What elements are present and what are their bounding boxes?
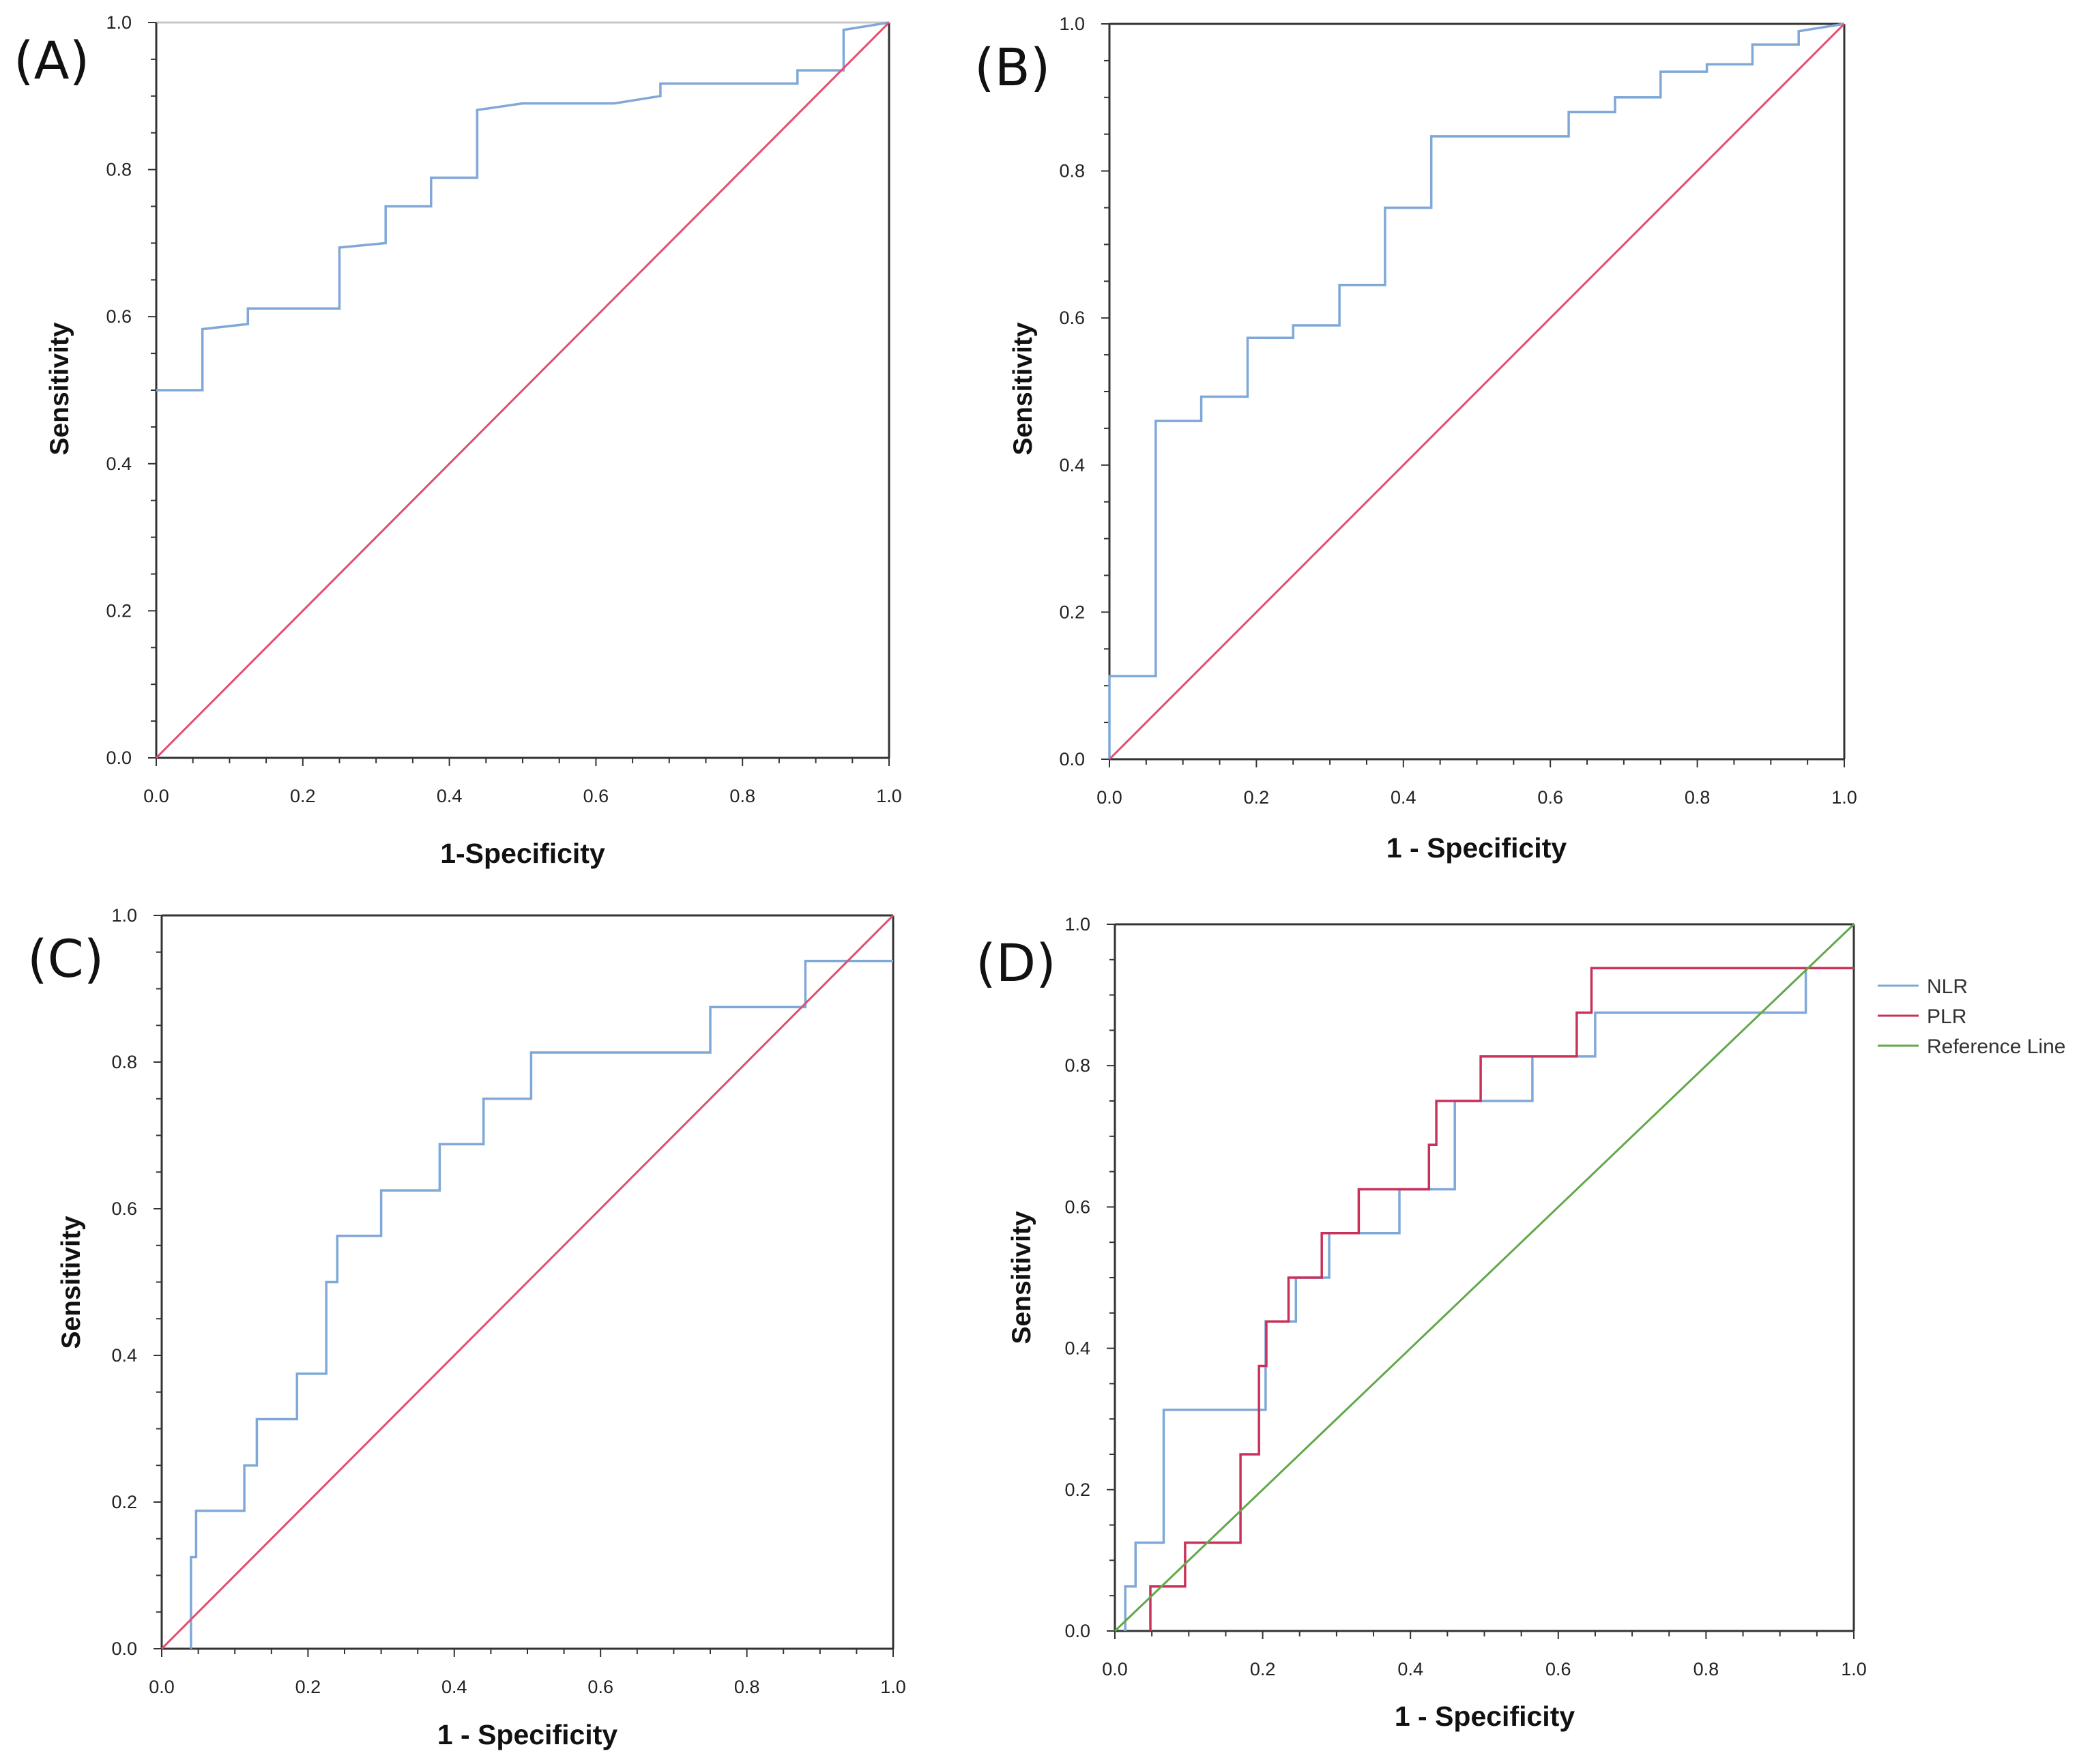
x-tick-label: 0.6 bbox=[1537, 787, 1563, 808]
x-tick-label: 0.8 bbox=[1685, 787, 1711, 808]
series-reference bbox=[160, 914, 895, 1650]
series-reference bbox=[1108, 23, 1846, 761]
x-axis-title: 1 - Specificity bbox=[1395, 1701, 1575, 1732]
y-tick-label: 1.0 bbox=[1059, 14, 1085, 34]
x-tick-label: 0.8 bbox=[729, 786, 755, 806]
x-tick-label: 1.0 bbox=[880, 1677, 906, 1697]
x-tick-label: 0.0 bbox=[1096, 787, 1122, 808]
x-tick-label: 0.0 bbox=[149, 1677, 175, 1697]
legend-label-reference-line: Reference Line bbox=[1927, 1035, 2065, 1058]
x-tick-label: 0.8 bbox=[734, 1677, 760, 1697]
y-tick-label: 0.2 bbox=[106, 600, 132, 621]
x-tick-label: 0.4 bbox=[437, 786, 463, 806]
x-tick-label: 0.6 bbox=[587, 1677, 613, 1697]
chart-panel-3: 0.0 0.2 0.4 0.6 0.8 1.0 0.0 0.2 0.4 0.6 0.8 1.0 1 - … bbox=[27, 905, 906, 1750]
y-tick-label: 0.6 bbox=[1064, 1196, 1090, 1217]
y-axis-title: Sensitivity bbox=[57, 1216, 86, 1349]
x-tick-label: 0.4 bbox=[1391, 787, 1416, 808]
legend-label-nlr: NLR bbox=[1927, 975, 1968, 998]
series-roc bbox=[156, 21, 890, 392]
y-tick-label: 0.6 bbox=[1059, 308, 1085, 328]
x-axis-title: 1 - Specificity bbox=[1386, 832, 1567, 864]
series-nlr bbox=[1124, 967, 1854, 1631]
y-tick-label: 0.8 bbox=[1059, 161, 1085, 181]
x-tick-label: 0.0 bbox=[1102, 1659, 1128, 1679]
y-tick-label: 0.2 bbox=[1064, 1480, 1090, 1500]
x-tick-label: 0.6 bbox=[1545, 1659, 1571, 1679]
y-tick-label: 0.2 bbox=[1059, 602, 1085, 622]
x-tick-label: 0.2 bbox=[295, 1677, 321, 1697]
x-tick-label: 1.0 bbox=[1841, 1659, 1867, 1679]
chart-panel-2: 0.0 0.2 0.4 0.6 0.8 1.0 0.0 0.2 0.4 0.6 0.8 1.0 1 - … bbox=[974, 14, 1857, 864]
x-tick-label: 0.4 bbox=[1397, 1659, 1423, 1679]
x-tick-label: 0.8 bbox=[1693, 1659, 1719, 1679]
panel-label: (D) bbox=[976, 932, 1056, 993]
y-axis-title: Sensitivity bbox=[45, 322, 74, 455]
y-tick-label: 0.0 bbox=[1064, 1621, 1090, 1641]
y-tick-label: 0.0 bbox=[111, 1638, 137, 1659]
x-tick-label: 1.0 bbox=[1831, 787, 1857, 808]
x-axis-title: 1-Specificity bbox=[440, 838, 605, 869]
y-tick-label: 1.0 bbox=[106, 12, 132, 33]
y-tick-label: 0.0 bbox=[1059, 749, 1085, 769]
y-axis-title: Sensitivity bbox=[1008, 322, 1038, 455]
y-tick-label: 0.2 bbox=[111, 1492, 137, 1512]
x-tick-label: 0.2 bbox=[1250, 1659, 1276, 1679]
series-reference bbox=[155, 21, 890, 759]
panel-label: (C) bbox=[27, 928, 104, 989]
series-roc bbox=[1108, 23, 1845, 759]
panel-label: (B) bbox=[974, 37, 1050, 98]
x-tick-label: 0.2 bbox=[1244, 787, 1270, 808]
x-tick-label: 0.2 bbox=[290, 786, 316, 806]
series-plr bbox=[1149, 967, 1854, 1631]
chart-panel-1: 0.0 0.2 0.4 0.6 0.8 1.0 0.0 0.2 0.4 0.6 0.8 1.0 1-Sp… bbox=[14, 12, 902, 869]
panel-label: (A) bbox=[14, 30, 89, 91]
legend-label-plr: PLR bbox=[1927, 1005, 1966, 1028]
series-roc bbox=[190, 959, 893, 1649]
x-axis-title: 1 - Specificity bbox=[437, 1719, 618, 1750]
y-tick-label: 0.4 bbox=[111, 1345, 137, 1366]
x-tick-label: 1.0 bbox=[876, 786, 902, 806]
y-tick-label: 1.0 bbox=[1064, 914, 1090, 935]
chart-panel-4: 0.0 0.2 0.4 0.6 0.8 1.0 0.0 0.2 0.4 0.6 0.8 1.0 1 - … bbox=[976, 914, 2065, 1732]
legend: NLR PLR Reference Line bbox=[1878, 975, 2065, 1058]
y-tick-label: 0.6 bbox=[111, 1199, 137, 1219]
y-tick-label: 0.0 bbox=[106, 748, 132, 768]
y-axis-title: Sensitivity bbox=[1007, 1211, 1036, 1344]
series-reference-line bbox=[1114, 923, 1855, 1632]
x-tick-label: 0.0 bbox=[143, 786, 169, 806]
x-tick-label: 0.6 bbox=[583, 786, 609, 806]
y-tick-label: 0.4 bbox=[106, 454, 132, 474]
y-tick-label: 0.8 bbox=[106, 160, 132, 180]
y-tick-label: 1.0 bbox=[111, 905, 137, 926]
y-tick-label: 0.6 bbox=[106, 306, 132, 327]
x-tick-label: 0.4 bbox=[441, 1677, 467, 1697]
y-tick-label: 0.8 bbox=[1064, 1055, 1090, 1076]
y-tick-label: 0.8 bbox=[111, 1052, 137, 1072]
y-tick-label: 0.4 bbox=[1064, 1338, 1090, 1359]
y-tick-label: 0.4 bbox=[1059, 455, 1085, 475]
